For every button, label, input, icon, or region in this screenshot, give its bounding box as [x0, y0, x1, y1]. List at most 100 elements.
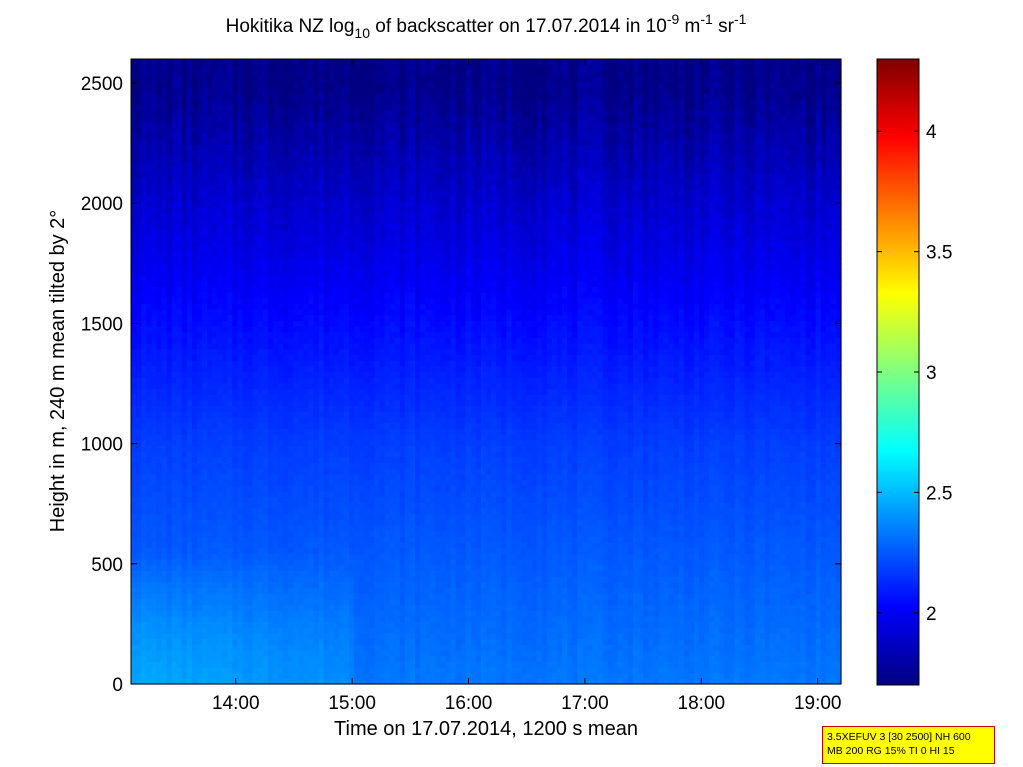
heatmap-cell	[308, 462, 315, 469]
heatmap-cell	[359, 610, 365, 617]
heatmap-cell	[288, 661, 294, 668]
heatmap-cell	[212, 257, 218, 265]
heatmap-cell	[283, 428, 289, 435]
heatmap-cell	[252, 155, 259, 162]
heatmap-cell	[247, 104, 254, 111]
heatmap-cell	[344, 638, 350, 645]
heatmap-cell	[313, 172, 320, 179]
heatmap-cell	[257, 166, 264, 174]
heatmap-cell	[237, 581, 244, 589]
heatmap-cell	[146, 274, 152, 282]
heatmap-cell	[176, 377, 183, 384]
heatmap-cell	[156, 451, 163, 458]
heatmap-cell	[237, 218, 244, 225]
heatmap-cell	[262, 382, 269, 390]
heatmap-cell	[242, 263, 249, 270]
heatmap-cell	[247, 189, 254, 196]
heatmap-cell	[176, 405, 183, 412]
heatmap-cell	[227, 297, 234, 304]
heatmap-cell	[232, 507, 239, 515]
heatmap-cell	[349, 559, 355, 566]
heatmap-cell	[313, 428, 320, 435]
heatmap-cell	[131, 661, 137, 668]
heatmap-cell	[278, 604, 284, 611]
heatmap-cell	[161, 286, 168, 293]
heatmap-cell	[298, 326, 305, 333]
heatmap-cell	[212, 365, 218, 373]
heatmap-cell	[338, 291, 345, 299]
heatmap-cell	[186, 326, 193, 333]
heatmap-cell	[176, 604, 183, 611]
heatmap-cell	[237, 326, 244, 333]
heatmap-cell	[338, 541, 345, 549]
heatmap-cell	[273, 541, 279, 549]
heatmap-cell	[313, 570, 320, 577]
heatmap-cell	[161, 598, 168, 606]
heatmap-cell	[278, 632, 284, 640]
heatmap-cell	[328, 246, 335, 253]
heatmap-cell	[288, 411, 294, 418]
heatmap-cell	[288, 519, 294, 526]
heatmap-cell	[278, 587, 284, 594]
heatmap-cell	[212, 513, 218, 520]
heatmap-cell	[293, 104, 299, 111]
heatmap-cell	[207, 189, 213, 196]
heatmap-cell	[217, 405, 223, 412]
heatmap-cell	[141, 127, 147, 134]
heatmap-cell	[273, 439, 279, 446]
heatmap-cell	[207, 479, 213, 486]
heatmap-cell	[349, 524, 355, 532]
heatmap-cell	[308, 416, 315, 424]
heatmap-cell	[161, 121, 168, 128]
heatmap-cell	[344, 246, 350, 253]
heatmap-cell	[338, 320, 345, 327]
heatmap-cell	[349, 257, 355, 265]
heatmap-cell	[338, 462, 345, 469]
heatmap-cell	[308, 610, 315, 617]
heatmap-cell	[257, 456, 264, 464]
heatmap-cell	[338, 416, 345, 424]
heatmap-cell	[247, 59, 254, 66]
heatmap-cell	[313, 189, 320, 196]
heatmap-cell	[217, 161, 223, 168]
heatmap-cell	[156, 132, 163, 140]
heatmap-cell	[131, 354, 137, 361]
heatmap-cell	[176, 644, 183, 651]
heatmap-cell	[186, 354, 193, 361]
heatmap-cell	[354, 587, 360, 594]
heatmap-cell	[232, 434, 239, 441]
heatmap-cell	[359, 621, 365, 628]
heatmap-cell	[293, 451, 299, 458]
heatmap-cell	[308, 678, 315, 685]
heatmap-cell	[267, 93, 274, 100]
heatmap-cell	[156, 252, 163, 259]
heatmap-cell	[333, 479, 340, 486]
heatmap-cell	[196, 291, 203, 299]
heatmap-cell	[161, 581, 168, 589]
heatmap-cell	[338, 678, 345, 685]
heatmap-cell	[278, 149, 284, 157]
heatmap-cell	[222, 598, 228, 606]
heatmap-cell	[181, 98, 188, 106]
heatmap-cell	[344, 121, 350, 128]
heatmap-cell	[318, 132, 325, 140]
heatmap-cell	[176, 104, 183, 111]
heatmap-cell	[136, 672, 142, 679]
heatmap-cell	[151, 104, 157, 111]
heatmap-cell	[293, 604, 299, 611]
heatmap-cell	[293, 337, 299, 344]
heatmap-cell	[186, 479, 193, 486]
heatmap-cell	[303, 394, 310, 401]
heatmap-cell	[298, 184, 305, 191]
heatmap-cell	[257, 291, 264, 299]
heatmap-cell	[267, 195, 274, 202]
heatmap-cell	[227, 399, 234, 407]
heatmap-cell	[262, 559, 269, 566]
heatmap-cell	[354, 343, 360, 350]
heatmap-cell	[313, 98, 320, 106]
heatmap-cell	[242, 576, 249, 583]
heatmap-cell	[207, 559, 213, 566]
heatmap-cell	[354, 337, 360, 344]
heatmap-cell	[318, 81, 325, 89]
heatmap-cell	[293, 428, 299, 435]
